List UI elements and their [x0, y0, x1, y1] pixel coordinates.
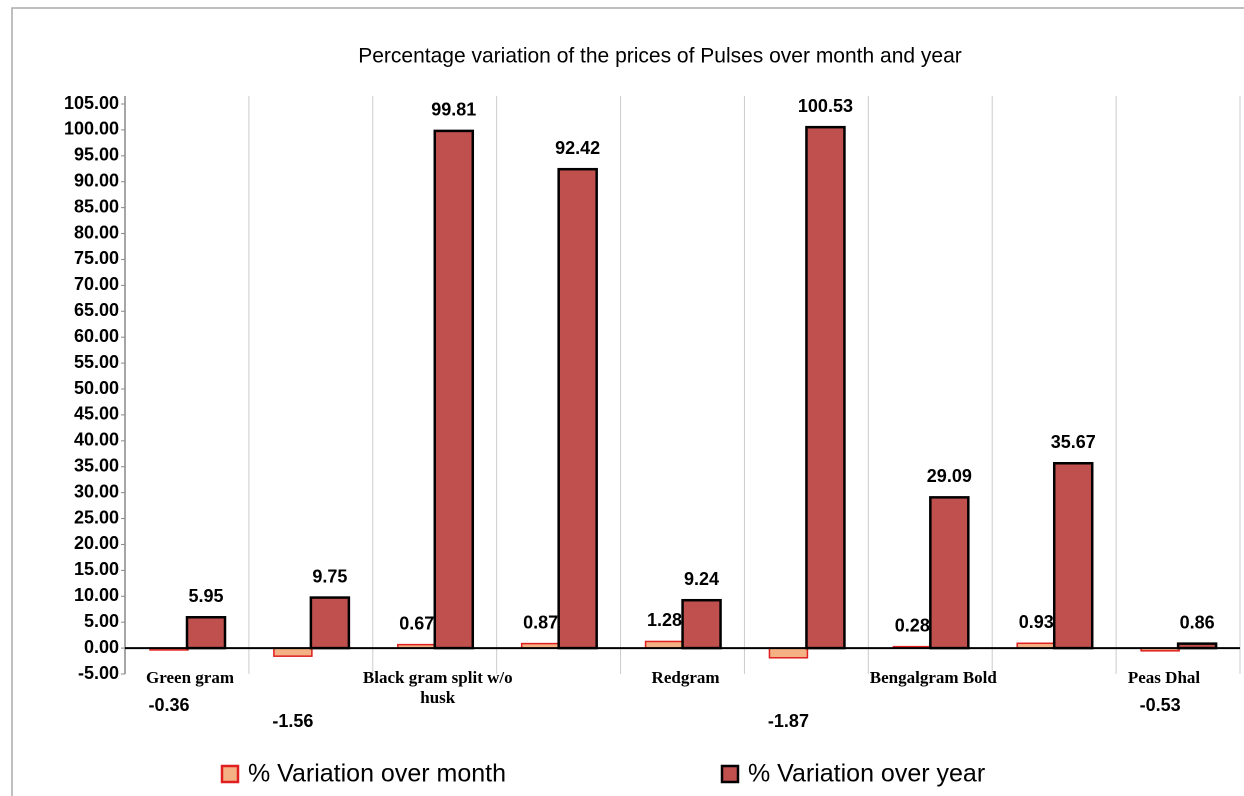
y-tick-label: 60.00	[74, 326, 119, 346]
data-label: -1.56	[272, 711, 313, 731]
x-tick-label: Green gram	[146, 668, 234, 687]
y-tick-label: 55.00	[74, 352, 119, 372]
y-tick-label: 85.00	[74, 196, 119, 216]
chart-frame	[11, 7, 1244, 796]
data-label: -1.87	[768, 711, 809, 731]
y-tick-label: 100.00	[64, 119, 119, 139]
y-tick-label: -5.00	[78, 663, 119, 683]
bar	[768, 647, 809, 659]
data-label: 9.24	[684, 569, 719, 589]
y-tick-label: 75.00	[74, 248, 119, 268]
y-tick-label: 10.00	[74, 585, 119, 605]
data-label: 5.95	[188, 586, 223, 606]
bar	[557, 167, 598, 650]
bar	[1052, 462, 1094, 650]
y-tick-label: 35.00	[74, 455, 119, 475]
bar	[433, 129, 475, 650]
y-tick-label: 25.00	[74, 507, 119, 527]
y-tick-label: 0.00	[84, 637, 119, 657]
bar	[309, 596, 351, 650]
bar	[185, 616, 227, 650]
y-tick-label: 95.00	[74, 145, 119, 165]
y-tick-label: 15.00	[74, 559, 119, 579]
bar	[681, 598, 722, 650]
x-tick-label: Redgram	[651, 668, 720, 687]
data-label: 1.28	[647, 610, 682, 630]
y-tick-label: 45.00	[74, 404, 119, 424]
data-label: 0.86	[1180, 612, 1215, 632]
x-tick-label: Black gram split w/o husk	[362, 668, 513, 707]
data-label: 92.42	[555, 138, 600, 158]
data-label: 100.53	[798, 96, 853, 116]
data-label: 0.93	[1019, 612, 1054, 632]
legend-swatch	[720, 764, 740, 784]
data-label: 0.67	[399, 613, 434, 633]
y-tick-label: 65.00	[74, 300, 119, 320]
legend-label: % Variation over year	[748, 760, 985, 788]
bar	[273, 647, 313, 657]
data-label: 99.81	[431, 100, 476, 120]
y-tick-label: 90.00	[74, 170, 119, 190]
y-tick-label: 50.00	[74, 378, 119, 398]
chart-title: Percentage variation of the prices of Pu…	[358, 45, 962, 68]
y-tick-label: 30.00	[74, 481, 119, 501]
bar	[805, 125, 846, 650]
data-label: 0.87	[523, 612, 558, 632]
data-label: 35.67	[1051, 432, 1096, 452]
data-label: -0.36	[148, 695, 189, 715]
y-tick-label: 5.00	[84, 611, 119, 631]
y-tick-label: 80.00	[74, 222, 119, 242]
y-tick-label: 20.00	[74, 533, 119, 553]
legend-label: % Variation over month	[248, 760, 506, 788]
data-label: 29.09	[927, 466, 972, 486]
legend-swatch	[220, 764, 240, 784]
data-label: -0.53	[1140, 695, 1181, 715]
x-tick-label: Bengalgram Bold	[869, 668, 997, 687]
x-tick-label: Peas Dhal	[1127, 668, 1201, 687]
bar	[929, 496, 970, 650]
y-tick-label: 70.00	[74, 274, 119, 294]
data-label: 0.28	[895, 615, 930, 635]
y-tick-label: 105.00	[64, 93, 119, 113]
data-label: 9.75	[312, 566, 347, 586]
y-tick-label: 40.00	[74, 430, 119, 450]
